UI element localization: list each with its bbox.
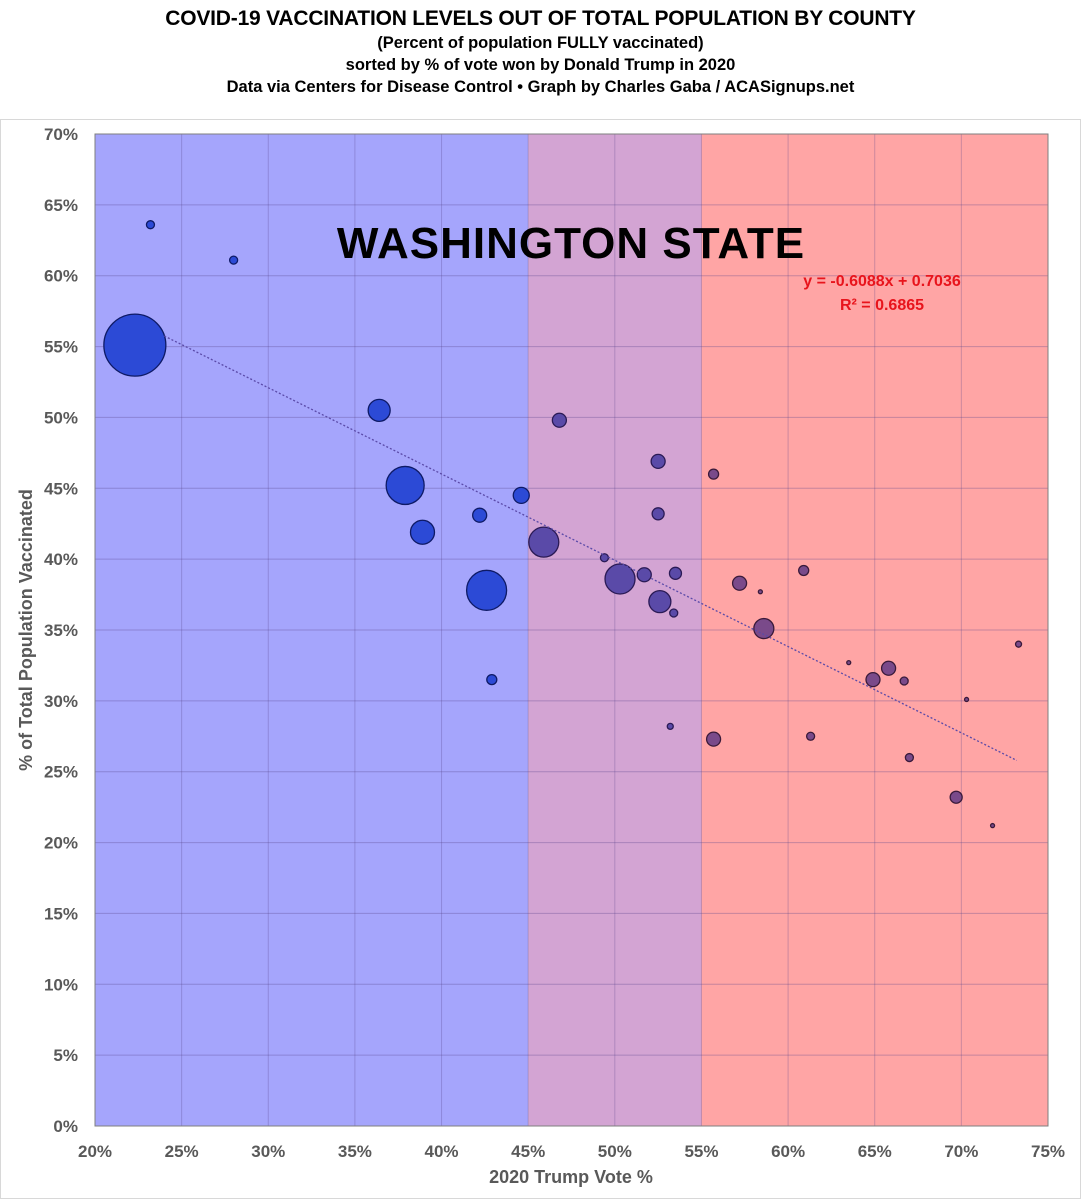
data-point: [904, 752, 915, 763]
x-tick-label: 75%: [1031, 1142, 1065, 1161]
y-tick-label: 70%: [44, 125, 78, 144]
y-tick-label: 65%: [44, 196, 78, 215]
x-axis-ticks: 20% 25% 30% 35% 40% 45% 50% 55% 60% 65% 70% 75%: [78, 1142, 1065, 1161]
y-tick-label: 0%: [53, 1117, 78, 1136]
y-tick-label: 45%: [44, 479, 78, 498]
data-point: [409, 519, 436, 545]
data-point: [512, 486, 530, 505]
data-point: [145, 220, 156, 230]
gridlines: [95, 134, 1048, 1126]
data-point: [604, 563, 636, 595]
data-point: [528, 526, 560, 558]
x-tick-label: 25%: [165, 1142, 199, 1161]
data-point: [798, 564, 810, 577]
trendline-r-squared: R² = 0.6865: [840, 297, 924, 314]
y-tick-label: 35%: [44, 621, 78, 640]
y-tick-label: 55%: [44, 338, 78, 357]
x-axis-label: 2020 Trump Vote %: [489, 1167, 653, 1187]
state-label: WASHINGTON STATE: [337, 219, 805, 268]
data-point: [989, 822, 996, 829]
x-tick-label: 55%: [684, 1142, 718, 1161]
x-tick-label: 45%: [511, 1142, 545, 1161]
data-point: [899, 676, 909, 686]
data-point: [103, 313, 167, 377]
data-point: [846, 659, 852, 666]
data-point: [650, 453, 666, 470]
trendline-equation: y = -0.6088x + 0.7036: [803, 273, 961, 290]
y-tick-label: 60%: [44, 267, 78, 286]
x-tick-label: 50%: [598, 1142, 632, 1161]
y-tick-label: 5%: [53, 1046, 78, 1065]
data-point: [472, 507, 488, 523]
data-point: [367, 398, 391, 422]
data-point: [805, 731, 816, 741]
plot-border: [94, 133, 1049, 1127]
data-point: [666, 722, 674, 731]
trendline: [164, 335, 1018, 762]
data-point: [705, 731, 722, 747]
data-point: [648, 590, 672, 614]
y-tick-label: 30%: [44, 692, 78, 711]
y-tick-label: 50%: [44, 408, 78, 427]
y-axis-ticks: 0% 5% 10% 15% 20% 25% 30% 35% 40% 45% 50% 55% 60% 65%…: [44, 125, 78, 1136]
data-point: [551, 412, 568, 428]
data-point: [385, 465, 425, 506]
data-point: [963, 696, 970, 703]
x-tick-label: 65%: [858, 1142, 892, 1161]
data-point: [465, 569, 508, 611]
chart-subtitle-3: Data via Centers for Disease Control • G…: [226, 78, 855, 96]
party-regions: [95, 134, 1048, 1126]
region-blue: [95, 134, 529, 1126]
data-point: [669, 608, 679, 618]
y-tick-label: 20%: [44, 834, 78, 853]
data-point: [599, 553, 610, 563]
y-tick-label: 15%: [44, 904, 78, 923]
data-point: [486, 673, 498, 686]
data-point: [865, 671, 881, 688]
x-tick-label: 35%: [338, 1142, 372, 1161]
data-point: [1014, 640, 1023, 648]
data-point: [731, 575, 748, 591]
data-point: [949, 790, 963, 804]
y-tick-label: 40%: [44, 550, 78, 569]
data-point: [753, 617, 775, 640]
chart-subtitle-1: (Percent of population FULLY vaccinated): [377, 34, 704, 52]
x-tick-label: 70%: [944, 1142, 978, 1161]
data-point: [228, 255, 239, 265]
data-point: [668, 566, 683, 580]
region-purple: [528, 134, 702, 1126]
x-tick-label: 60%: [771, 1142, 805, 1161]
chart-title: COVID-19 VACCINATION LEVELS OUT OF TOTAL…: [165, 7, 916, 30]
x-tick-label: 20%: [78, 1142, 112, 1161]
y-axis-label: % of Total Population Vaccinated: [16, 489, 36, 771]
data-point: [651, 507, 665, 521]
y-tick-label: 25%: [44, 763, 78, 782]
x-tick-label: 30%: [251, 1142, 285, 1161]
chart-subtitle-2: sorted by % of vote won by Donald Trump …: [345, 56, 736, 74]
data-point: [757, 589, 764, 595]
x-tick-label: 40%: [425, 1142, 459, 1161]
data-point: [880, 660, 897, 676]
data-point: [707, 468, 720, 480]
y-tick-label: 10%: [44, 975, 78, 994]
chart-header: COVID-19 VACCINATION LEVELS OUT OF TOTAL…: [0, 6, 1081, 98]
